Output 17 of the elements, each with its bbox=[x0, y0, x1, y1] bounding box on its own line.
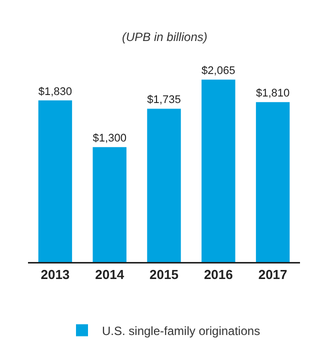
legend-label: U.S. single-family originations bbox=[102, 324, 260, 338]
x-tick-label: 2017 bbox=[258, 267, 288, 282]
data-label: $1,735 bbox=[147, 94, 181, 106]
bar bbox=[147, 108, 181, 262]
chart-subtitle: (UPB in billions) bbox=[122, 30, 208, 44]
bar bbox=[38, 100, 72, 262]
x-tick-label: 2014 bbox=[95, 267, 125, 282]
bar bbox=[202, 80, 236, 262]
x-tick-label: 2016 bbox=[204, 267, 233, 282]
data-label: $2,065 bbox=[202, 65, 236, 78]
bar bbox=[92, 147, 126, 262]
data-label: $1,810 bbox=[256, 88, 290, 100]
data-label: $1,300 bbox=[92, 132, 126, 145]
bar bbox=[256, 102, 290, 262]
x-tick-label: 2015 bbox=[150, 267, 178, 282]
x-tick-label: 2013 bbox=[40, 267, 70, 282]
data-label: $1,830 bbox=[38, 86, 72, 98]
